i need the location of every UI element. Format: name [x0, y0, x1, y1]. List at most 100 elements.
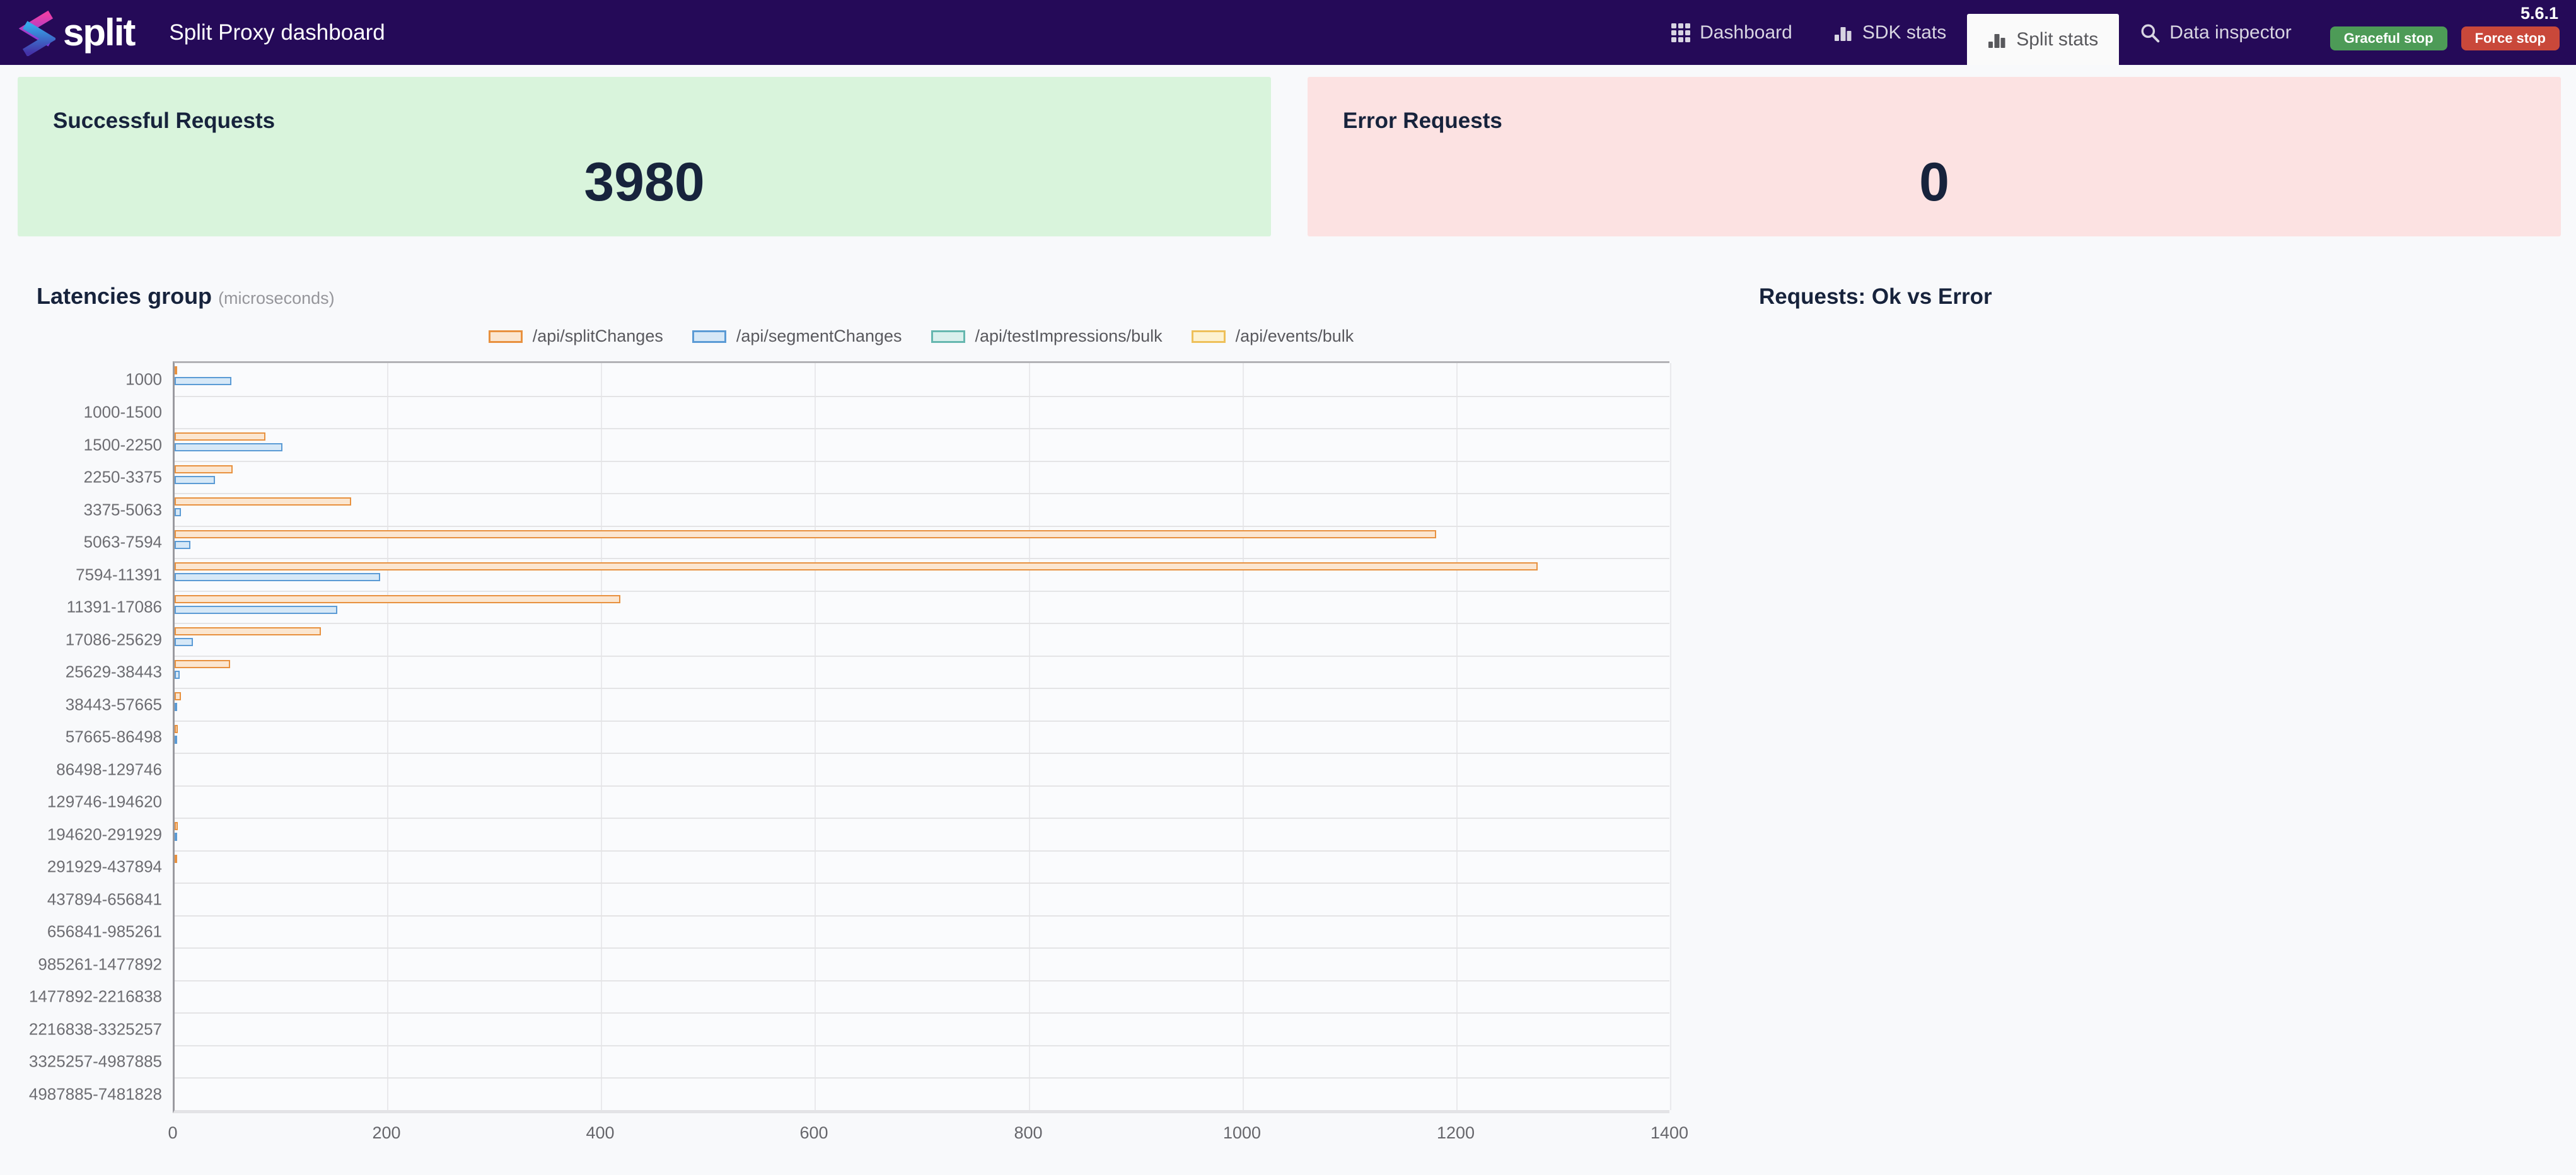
x-axis-label: 0 — [168, 1123, 178, 1142]
error-requests-value: 0 — [1919, 152, 1949, 212]
chart-row: 194620-291929 — [47, 818, 1669, 850]
chart-row: 656841-985261 — [47, 915, 1669, 948]
y-axis-label: 38443-57665 — [65, 695, 162, 714]
bar — [175, 670, 180, 679]
x-axis-label: 600 — [799, 1123, 828, 1142]
chart-row: 38443-57665 — [66, 688, 1669, 721]
chart-row: 985261-1477892 — [38, 947, 1669, 980]
force-stop-button[interactable]: Force stop — [2461, 26, 2560, 50]
nav-item-split-stats[interactable]: Split stats — [1967, 14, 2120, 65]
chart-legend: /api/splitChanges/api/segmentChanges/api… — [173, 327, 1669, 346]
bar — [175, 508, 181, 516]
gridline — [815, 363, 816, 1110]
latency-title-unit: (microseconds) — [218, 289, 335, 308]
chart-row: 17086-25629 — [66, 623, 1669, 656]
bar — [175, 833, 177, 841]
brand-wordmark: split — [63, 11, 136, 54]
bar — [175, 854, 177, 863]
grid-icon — [1671, 23, 1691, 42]
bar — [175, 540, 190, 549]
y-axis-label: 57665-86498 — [65, 727, 162, 746]
bar-chart-icon — [1988, 33, 2005, 48]
bar — [175, 562, 1538, 570]
chart-row: 291929-437894 — [47, 850, 1669, 883]
legend-label: /api/segmentChanges — [736, 327, 902, 345]
chart-row: 3325257-4987885 — [29, 1045, 1669, 1078]
version-label: 5.6.1 — [2520, 4, 2558, 23]
x-axis-label: 400 — [586, 1123, 615, 1142]
chart-row: 2216838-3325257 — [29, 1012, 1669, 1045]
bar — [175, 432, 265, 441]
nav-item-data-inspector[interactable]: Data inspector — [2119, 0, 2312, 65]
chart-row: 1000 — [125, 363, 1669, 396]
legend-item[interactable]: /api/segmentChanges — [692, 327, 902, 346]
y-axis-label: 2250-3375 — [83, 467, 162, 487]
y-axis-label: 1000 — [125, 369, 162, 389]
legend-swatch — [692, 330, 726, 343]
y-axis-label: 3325257-4987885 — [28, 1051, 162, 1071]
bar — [175, 497, 351, 506]
bar — [175, 724, 178, 733]
nav-item-sdk-stats[interactable]: SDK stats — [1813, 0, 1967, 65]
gridline — [1670, 363, 1671, 1110]
y-axis-label: 985261-1477892 — [38, 954, 162, 974]
y-axis-label: 437894-656841 — [47, 889, 162, 909]
x-axis-label: 800 — [1014, 1123, 1043, 1142]
bar — [175, 594, 620, 603]
chart-row: 437894-656841 — [47, 883, 1669, 915]
legend-item[interactable]: /api/events/bulk — [1191, 327, 1354, 346]
bar — [175, 366, 177, 374]
y-axis-label: 11391-17086 — [66, 597, 162, 616]
graceful-stop-button[interactable]: Graceful stop — [2329, 26, 2447, 50]
bar — [175, 530, 1436, 538]
y-axis-label: 3375-5063 — [83, 500, 162, 519]
gridline — [1456, 363, 1458, 1110]
requests-section-title: Requests: Ok vs Error — [1759, 284, 1992, 309]
card-title: Successful Requests — [53, 108, 276, 133]
bar — [175, 703, 177, 711]
x-axis-label: 1200 — [1436, 1123, 1475, 1142]
legend-label: /api/testImpressions/bulk — [975, 327, 1163, 345]
chart-row: 1500-2250 — [84, 428, 1669, 461]
search-icon — [2141, 24, 2160, 42]
nav-label: Data inspector — [2169, 21, 2292, 43]
error-requests-card: Error Requests 0 — [1308, 77, 2561, 236]
y-axis-label: 4987885-7481828 — [28, 1084, 162, 1104]
y-axis-label: 2216838-3325257 — [28, 1019, 162, 1039]
y-axis-label: 1500-2250 — [83, 435, 162, 454]
legend-item[interactable]: /api/splitChanges — [488, 327, 663, 346]
chart-row: 2250-3375 — [84, 460, 1669, 494]
legend-label: /api/events/bulk — [1235, 327, 1354, 345]
successful-requests-card: Successful Requests 3980 — [18, 77, 1271, 236]
y-axis-label: 25629-38443 — [65, 662, 162, 681]
latency-title-text: Latencies group — [37, 283, 212, 309]
card-title: Error Requests — [1343, 108, 1502, 133]
chart-row: 1000-1500 — [84, 395, 1669, 429]
chart-row: 5063-7594 — [84, 525, 1669, 559]
brand: split Split Proxy dashboard — [19, 9, 385, 56]
latency-section-title: Latencies group (microseconds) — [37, 283, 335, 310]
bar — [175, 659, 230, 668]
y-axis-label: 656841-985261 — [47, 922, 162, 941]
bar-chart-icon — [1834, 26, 1852, 41]
nav-item-dashboard[interactable]: Dashboard — [1651, 0, 1813, 65]
y-axis-label: 129746-194620 — [47, 792, 162, 811]
nav-label: Dashboard — [1700, 21, 1792, 43]
y-axis-label: 1000-1500 — [83, 402, 162, 422]
gridline — [1029, 363, 1030, 1110]
bar — [175, 443, 282, 451]
bar — [175, 475, 215, 484]
bar — [175, 573, 380, 581]
app-header: split Split Proxy dashboard Dashboard SD… — [0, 0, 2576, 65]
legend-swatch — [488, 330, 523, 343]
chart-row: 57665-86498 — [66, 720, 1669, 753]
x-axis: 0 200 400 600 800 1000 1200 1400 — [168, 1123, 1688, 1149]
chart-row: 1477892-2216838 — [29, 980, 1669, 1013]
x-axis-label: 200 — [372, 1123, 401, 1142]
nav-label: SDK stats — [1862, 21, 1947, 43]
successful-requests-value: 3980 — [584, 152, 705, 212]
y-axis-label: 291929-437894 — [47, 857, 162, 876]
legend-item[interactable]: /api/testImpressions/bulk — [931, 327, 1163, 346]
chart-row: 11391-17086 — [67, 590, 1669, 623]
x-axis-label: 1400 — [1650, 1123, 1689, 1142]
